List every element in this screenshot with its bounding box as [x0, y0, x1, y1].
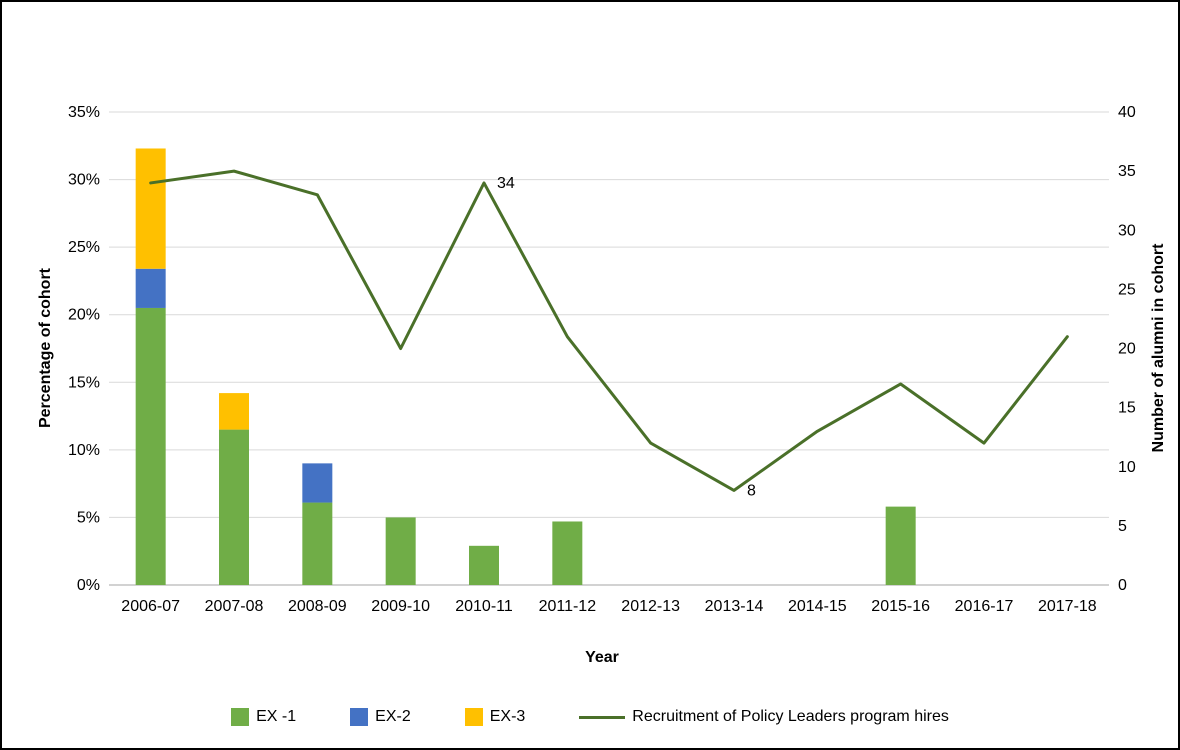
- x-axis-tick-label: 2016-17: [955, 598, 1014, 615]
- right-axis-tick-label: 35: [1118, 163, 1136, 180]
- x-axis-tick-label: 2008-09: [288, 598, 347, 615]
- left-axis-tick-label: 10%: [68, 442, 100, 459]
- right-axis-tick-label: 5: [1118, 518, 1127, 535]
- x-axis-tick-label: 2011-12: [539, 598, 597, 615]
- trend-line: [149, 169, 1069, 492]
- legend-line-swatch-icon: [579, 715, 626, 719]
- legend-item-ex3: EX-3: [464, 708, 526, 726]
- x-axis-tick-label: 2010-11: [455, 598, 513, 615]
- bar-segment: [219, 429, 249, 585]
- bar-segment: [135, 148, 166, 269]
- bar-segment: [469, 545, 499, 585]
- x-axis-title: Year: [585, 649, 619, 666]
- legend-label-ex3: EX-3: [489, 708, 526, 725]
- x-axis-tick-label: 2014-15: [788, 598, 847, 615]
- x-axis-tick-label: 2007-08: [205, 598, 264, 615]
- right-axis-tick-label: 20: [1118, 341, 1136, 358]
- left-axis-tick-label: 25%: [68, 239, 100, 256]
- bar-segment: [885, 506, 916, 585]
- x-axis-tick-label: 2015-16: [871, 598, 930, 615]
- x-axis-tick-label: 2013-14: [705, 598, 764, 615]
- right-axis-tick-label: 25: [1118, 281, 1136, 298]
- legend-swatch-ex2-icon: [350, 708, 369, 726]
- right-axis-tick-label: 0: [1118, 577, 1127, 594]
- left-axis-tick-label: 20%: [68, 307, 100, 324]
- legend-label-ex1: EX -1: [256, 708, 297, 725]
- bar-segment: [302, 502, 333, 585]
- legend-swatch-ex3-icon: [464, 708, 483, 726]
- right-axis-tick-label: 15: [1118, 400, 1136, 417]
- bar-segment: [302, 463, 333, 503]
- left-axis-tick-label: 30%: [68, 172, 100, 189]
- line-data-label: 8: [747, 482, 756, 499]
- bar-segment: [552, 521, 583, 585]
- line-data-label: 34: [497, 175, 515, 192]
- legend-swatch-ex1-icon: [231, 708, 250, 726]
- left-axis-tick-label: 35%: [68, 104, 100, 121]
- legend-label-ex2: EX-2: [375, 708, 411, 725]
- legend-label-line: Recruitment of Policy Leaders program hi…: [632, 708, 949, 725]
- right-axis-tick-label: 10: [1118, 459, 1136, 476]
- bar-segment: [385, 517, 416, 585]
- legend-item-ex2: EX-2: [350, 708, 411, 726]
- chart-legend: EX -1 EX-2 EX-3 Recruitment of Policy Le…: [2, 708, 1178, 726]
- x-axis-tick-label: 2009-10: [371, 598, 430, 615]
- right-axis-title: Number of alumni in cohort: [1150, 243, 1167, 453]
- x-axis-tick-label: 2006-07: [121, 598, 180, 615]
- left-axis-title: Percentage of cohort: [37, 267, 54, 429]
- left-axis-tick-label: 5%: [77, 509, 100, 526]
- legend-item-ex1: EX -1: [231, 708, 296, 726]
- right-axis-tick-label: 40: [1118, 104, 1136, 121]
- x-axis-tick-label: 2017-18: [1038, 598, 1097, 615]
- left-axis-tick-label: 0%: [77, 577, 100, 594]
- left-axis-tick-label: 15%: [68, 374, 100, 391]
- bar-segment: [135, 268, 166, 308]
- right-axis-tick-label: 30: [1118, 222, 1136, 239]
- x-axis-tick-label: 2012-13: [621, 598, 680, 615]
- bar-segment: [219, 393, 249, 430]
- bar-segment: [135, 307, 166, 585]
- legend-item-line: Recruitment of Policy Leaders program hi…: [579, 708, 949, 726]
